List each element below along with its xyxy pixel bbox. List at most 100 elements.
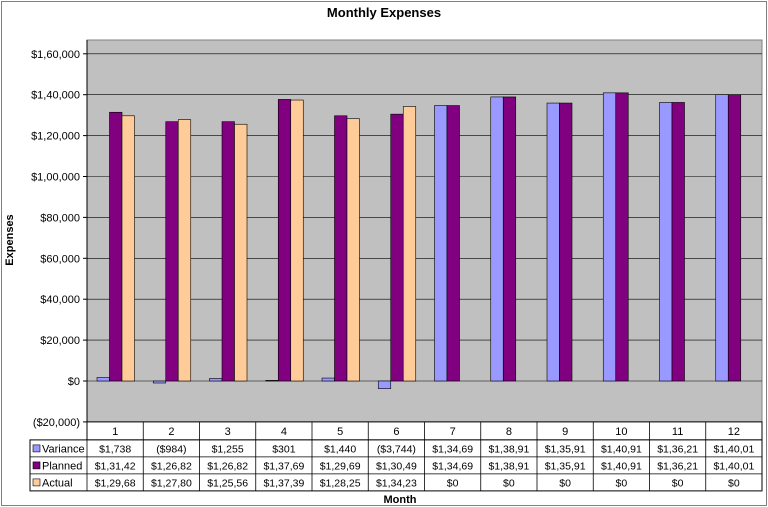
legend-swatch-actual — [32, 478, 41, 487]
table-cell: $1,29,69 — [320, 460, 361, 472]
table-cell: $1,738 — [99, 443, 131, 455]
x-tick-label: 4 — [281, 426, 287, 438]
y-axis-label: Expenses — [4, 214, 16, 265]
bar-planned — [559, 102, 573, 382]
table-cell: $1,25,56 — [207, 477, 248, 489]
bar-actual — [290, 99, 304, 382]
bar-variance — [96, 377, 110, 382]
table-cell: $1,38,91 — [488, 443, 529, 455]
table-cell: $1,40,91 — [601, 443, 642, 455]
x-tick-label: 10 — [615, 426, 627, 438]
x-tick-label: 1 — [112, 426, 118, 438]
x-tick-label: 9 — [562, 426, 568, 438]
table-cell: $301 — [272, 443, 296, 455]
table-cell: $1,26,82 — [151, 460, 192, 472]
bar-variance — [434, 105, 448, 382]
table-cell: $1,37,69 — [263, 460, 304, 472]
table-cell: $1,34,69 — [432, 460, 473, 472]
table-cell: $1,255 — [212, 443, 244, 455]
y-tick-label: $1,60,000 — [31, 49, 80, 61]
legend-swatch-variance — [32, 444, 41, 453]
y-tick-label: $60,000 — [40, 253, 80, 265]
table-cell: ($3,744) — [377, 443, 416, 455]
bar-variance — [602, 92, 617, 382]
table-cell: $1,28,25 — [320, 477, 361, 489]
x-tick-label: 3 — [225, 426, 231, 438]
chart-title: Monthly Expenses — [327, 5, 441, 20]
bar-actual — [234, 123, 248, 382]
table-cell: $1,27,80 — [151, 477, 192, 489]
table-cell: $0 — [728, 477, 740, 489]
y-tick-label: ($20,000) — [33, 417, 80, 429]
bar-variance — [715, 94, 729, 382]
table-cell: $1,36,21 — [657, 443, 698, 455]
x-tick-label: 11 — [672, 426, 683, 438]
bar-variance — [546, 102, 560, 382]
bar-variance — [209, 378, 223, 382]
table-cell: $0 — [672, 477, 684, 489]
y-tick-label: $1,00,000 — [31, 172, 80, 184]
table-cell: $1,26,82 — [207, 460, 248, 472]
table-cell: $0 — [447, 477, 459, 489]
bar-actual — [346, 118, 360, 382]
y-tick-label: $0 — [68, 376, 80, 388]
x-tick-label: 7 — [450, 426, 456, 438]
legend-label: Planned — [42, 460, 82, 472]
bar-planned — [446, 105, 460, 382]
bar-actual — [121, 115, 135, 382]
legend-swatch-planned — [32, 461, 41, 470]
y-tick-label: $1,40,000 — [31, 90, 80, 102]
bar-planned — [277, 99, 292, 382]
table-cell: $1,37,39 — [263, 477, 304, 489]
bar-planned — [165, 121, 179, 382]
table-cell: $1,440 — [324, 443, 356, 455]
table-cell: $1,30,49 — [376, 460, 417, 472]
x-axis-label: Month — [384, 494, 417, 506]
table-cell: $1,35,91 — [545, 460, 586, 472]
bar-variance — [377, 380, 392, 389]
x-tick-label: 5 — [337, 426, 343, 438]
bar-variance — [321, 377, 335, 382]
x-tick-label: 2 — [168, 426, 174, 438]
bar-planned — [615, 92, 629, 382]
bar-planned — [334, 115, 348, 382]
table-cell: $1,34,69 — [432, 443, 473, 455]
y-tick-label: $80,000 — [40, 212, 80, 224]
legend-label: Actual — [42, 477, 73, 489]
table-cell: $1,40,91 — [601, 460, 642, 472]
y-tick-label: $1,20,000 — [31, 131, 80, 143]
table-cell: $0 — [559, 477, 571, 489]
table-cell: $0 — [503, 477, 515, 489]
bar-planned — [671, 102, 685, 382]
bar-planned — [109, 111, 123, 382]
bar-actual — [402, 106, 417, 382]
bar-variance — [659, 102, 673, 382]
x-tick-label: 8 — [506, 426, 512, 438]
table-cell: $1,38,91 — [488, 460, 529, 472]
table-cell: $1,29,68 — [95, 477, 136, 489]
table-body — [29, 439, 763, 492]
y-tick-label: $40,000 — [40, 294, 80, 306]
bar-planned — [727, 94, 742, 382]
bar-planned — [502, 96, 517, 382]
table-cell: $1,31,42 — [95, 460, 136, 472]
table-cell: $1,40,01 — [713, 460, 754, 472]
x-tick-label: 12 — [728, 426, 740, 438]
table-cell: ($984) — [156, 443, 186, 455]
bar-actual — [177, 119, 192, 382]
plot-area — [86, 39, 763, 423]
legend-label: Variance — [42, 443, 85, 455]
x-tick-label: 6 — [393, 426, 399, 438]
bar-variance — [152, 380, 167, 384]
table-cell: $1,36,21 — [657, 460, 698, 472]
table-cell: $0 — [616, 477, 628, 489]
bar-variance — [490, 96, 504, 382]
table-cell: $1,34,23 — [376, 477, 417, 489]
table-cell: $1,40,01 — [713, 443, 754, 455]
y-tick-label: $20,000 — [40, 335, 80, 347]
bar-planned — [221, 121, 235, 382]
table-cell: $1,35,91 — [545, 443, 586, 455]
bar-planned — [390, 113, 404, 382]
